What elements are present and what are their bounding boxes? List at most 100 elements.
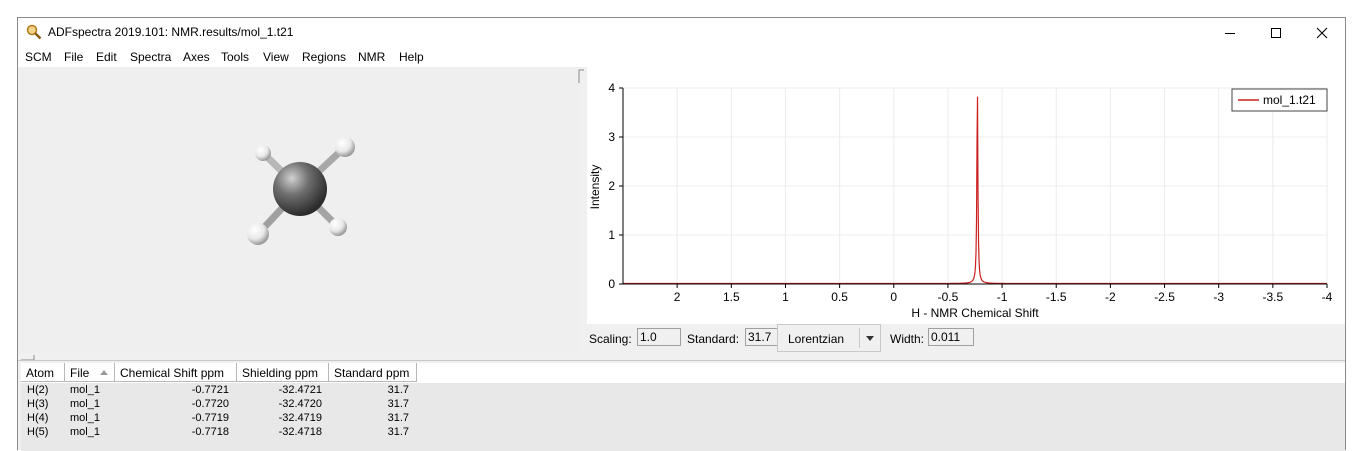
lineshape-select[interactable]: Lorentzian bbox=[777, 324, 881, 352]
standard-input[interactable]: 31.7 bbox=[745, 328, 783, 346]
scaling-input[interactable]: 1.0 bbox=[637, 328, 681, 346]
menu-regions[interactable]: Regions bbox=[302, 50, 347, 64]
table-row[interactable]: H(3) mol_1 -0.7720 -32.4720 31.7 bbox=[21, 398, 421, 412]
y-tick-label: 3 bbox=[608, 130, 615, 144]
table-row[interactable]: H(5) mol_1 -0.7718 -32.4718 31.7 bbox=[21, 426, 421, 440]
x-tick-label: 1 bbox=[782, 290, 789, 304]
molecule-drawing bbox=[247, 137, 355, 245]
cell-shielding: -32.4719 bbox=[278, 412, 322, 424]
x-tick-label: -3.5 bbox=[1263, 290, 1284, 304]
standard-label: Standard: bbox=[687, 332, 740, 346]
width-input[interactable]: 0.011 bbox=[928, 328, 974, 346]
column-header-file-label: File bbox=[70, 366, 90, 380]
cell-atom: H(3) bbox=[27, 398, 49, 410]
x-tick-label: 1.5 bbox=[723, 290, 740, 304]
menu-bar: SCM File Edit Spectra Axes Tools View Re… bbox=[18, 47, 1345, 67]
y-tick-label: 4 bbox=[608, 81, 615, 95]
table-row[interactable]: H(4) mol_1 -0.7719 -32.4719 31.7 bbox=[21, 412, 421, 426]
horizontal-splitter[interactable] bbox=[18, 353, 1345, 361]
close-icon bbox=[1316, 27, 1328, 38]
x-tick-label: -0.5 bbox=[938, 290, 959, 304]
title-bar[interactable]: ADFspectra 2019.101: NMR.results/mol_1.t… bbox=[18, 18, 1345, 47]
x-axis-label: H - NMR Chemical Shift bbox=[911, 306, 1039, 320]
x-tick-label: -4 bbox=[1322, 290, 1333, 304]
cell-shielding: -32.4720 bbox=[278, 398, 322, 410]
cell-shielding: -32.4721 bbox=[278, 384, 322, 396]
y-tick-label: 1 bbox=[608, 228, 615, 242]
cell-standard: 31.7 bbox=[387, 398, 409, 410]
cell-file: mol_1 bbox=[70, 412, 100, 424]
scaling-label: Scaling: bbox=[589, 332, 632, 346]
cell-chemical-shift: -0.7721 bbox=[191, 384, 229, 396]
sort-ascending-icon bbox=[100, 370, 108, 375]
window-title: ADFspectra 2019.101: NMR.results/mol_1.t… bbox=[48, 25, 294, 39]
width-label: Width: bbox=[890, 332, 925, 346]
y-axis-label: Intensity bbox=[588, 165, 602, 210]
close-button[interactable] bbox=[1299, 18, 1345, 47]
column-header-standard[interactable]: Standard ppm bbox=[329, 363, 417, 382]
select-divider bbox=[859, 328, 860, 348]
table-row[interactable]: H(2) mol_1 -0.7721 -32.4721 31.7 bbox=[21, 384, 421, 398]
column-header-shielding[interactable]: Shielding ppm bbox=[237, 363, 329, 382]
y-tick-label: 2 bbox=[608, 179, 615, 193]
x-tick-label: -2 bbox=[1105, 290, 1116, 304]
app-window: ADFspectra 2019.101: NMR.results/mol_1.t… bbox=[17, 17, 1346, 451]
spectrum-series-line bbox=[623, 96, 1327, 285]
cell-shielding: -32.4718 bbox=[278, 426, 322, 438]
cell-standard: 31.7 bbox=[387, 412, 409, 424]
cell-file: mol_1 bbox=[70, 384, 100, 396]
spectrum-controls: Scaling: 1.0 Standard: 31.7 Lorentzian W… bbox=[587, 324, 1345, 353]
vertical-splitter[interactable] bbox=[578, 67, 586, 353]
cell-chemical-shift: -0.7718 bbox=[191, 426, 229, 438]
menu-nmr[interactable]: NMR bbox=[358, 50, 386, 64]
x-tick-label: -2.5 bbox=[1154, 290, 1175, 304]
legend-entry: mol_1.t21 bbox=[1263, 93, 1316, 107]
hydrogen-atom bbox=[335, 137, 355, 157]
column-header-file[interactable]: File bbox=[65, 363, 115, 382]
splitter-handle-icon bbox=[578, 69, 584, 83]
carbon-atom bbox=[273, 162, 327, 216]
cell-atom: H(5) bbox=[27, 426, 49, 438]
legend[interactable]: mol_1.t21 bbox=[1231, 88, 1328, 112]
menu-edit[interactable]: Edit bbox=[96, 50, 117, 64]
y-tick-label: 0 bbox=[608, 277, 615, 291]
nmr-results-table: Atom File Chemical Shift ppm Shielding p… bbox=[21, 363, 1345, 451]
maximize-button[interactable] bbox=[1253, 18, 1299, 47]
x-tick-label: 0 bbox=[890, 290, 897, 304]
cell-file: mol_1 bbox=[70, 398, 100, 410]
lineshape-value: Lorentzian bbox=[788, 332, 845, 346]
cell-standard: 31.7 bbox=[387, 426, 409, 438]
cell-atom: H(2) bbox=[27, 384, 49, 396]
menu-view[interactable]: View bbox=[263, 50, 289, 64]
minimize-button[interactable] bbox=[1207, 18, 1253, 47]
maximize-icon bbox=[1271, 27, 1281, 38]
menu-spectra[interactable]: Spectra bbox=[130, 50, 172, 64]
cell-atom: H(4) bbox=[27, 412, 49, 424]
menu-help[interactable]: Help bbox=[399, 50, 424, 64]
magnifier-app-icon bbox=[26, 24, 42, 40]
x-tick-label: -3 bbox=[1213, 290, 1224, 304]
column-header-atom[interactable]: Atom bbox=[21, 363, 65, 382]
x-tick-label: -1.5 bbox=[1046, 290, 1067, 304]
table-header: Atom File Chemical Shift ppm Shielding p… bbox=[21, 363, 1345, 383]
cell-file: mol_1 bbox=[70, 426, 100, 438]
chevron-down-icon bbox=[866, 336, 874, 341]
hydrogen-atom bbox=[255, 145, 271, 161]
menu-file[interactable]: File bbox=[64, 50, 84, 64]
column-header-chemical-shift[interactable]: Chemical Shift ppm bbox=[115, 363, 237, 382]
x-tick-label: -1 bbox=[997, 290, 1008, 304]
menu-scm[interactable]: SCM bbox=[25, 50, 52, 64]
cell-standard: 31.7 bbox=[387, 384, 409, 396]
x-tick-label: 2 bbox=[674, 290, 681, 304]
spectrum-chart: 2 1.5 1 0.5 0 -0.5 -1 -1.5 -2 -2.5 -3 -3.5 -4 01234 … bbox=[588, 81, 1333, 320]
menu-tools[interactable]: Tools bbox=[221, 50, 250, 64]
minimize-icon bbox=[1225, 32, 1235, 34]
molecule-viewer[interactable] bbox=[18, 67, 578, 353]
cell-chemical-shift: -0.7719 bbox=[191, 412, 229, 424]
cell-chemical-shift: -0.7720 bbox=[191, 398, 229, 410]
x-tick-label: 0.5 bbox=[831, 290, 848, 304]
hydrogen-atom bbox=[329, 218, 347, 236]
menu-axes[interactable]: Axes bbox=[183, 50, 210, 64]
hydrogen-atom bbox=[247, 223, 269, 245]
